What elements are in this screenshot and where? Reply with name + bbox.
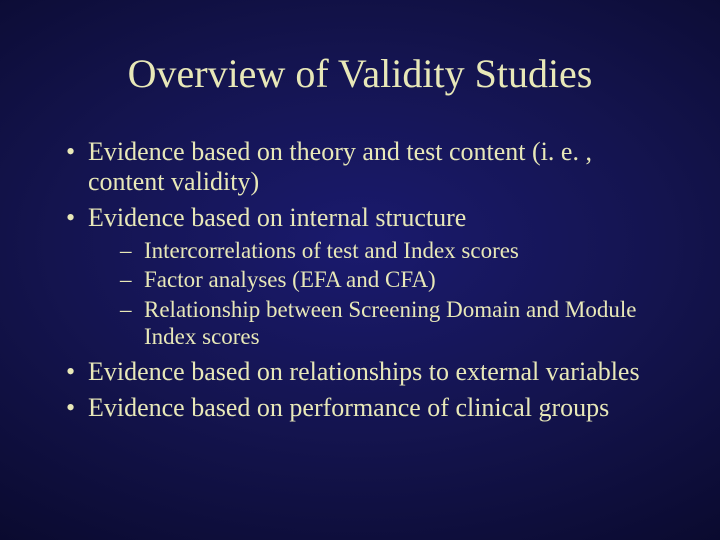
bullet-text: Intercorrelations of test and Index scor… (144, 238, 519, 263)
list-item: Evidence based on relationships to exter… (60, 357, 660, 387)
bullet-text: Evidence based on theory and test conten… (88, 137, 592, 196)
slide-title: Overview of Validity Studies (60, 50, 660, 97)
list-item: Evidence based on performance of clinica… (60, 393, 660, 423)
list-item: Factor analyses (EFA and CFA) (88, 266, 660, 294)
list-item: Evidence based on internal structure Int… (60, 203, 660, 351)
bullet-text: Evidence based on internal structure (88, 203, 466, 232)
list-item: Evidence based on theory and test conten… (60, 137, 660, 197)
bullet-text: Factor analyses (EFA and CFA) (144, 267, 436, 292)
bullet-text: Evidence based on relationships to exter… (88, 357, 640, 386)
bullet-text: Relationship between Screening Domain an… (144, 297, 636, 350)
bullet-list: Evidence based on theory and test conten… (60, 137, 660, 423)
slide: Overview of Validity Studies Evidence ba… (0, 0, 720, 540)
list-item: Relationship between Screening Domain an… (88, 296, 660, 351)
sub-bullet-list: Intercorrelations of test and Index scor… (88, 237, 660, 351)
list-item: Intercorrelations of test and Index scor… (88, 237, 660, 265)
bullet-text: Evidence based on performance of clinica… (88, 393, 609, 422)
